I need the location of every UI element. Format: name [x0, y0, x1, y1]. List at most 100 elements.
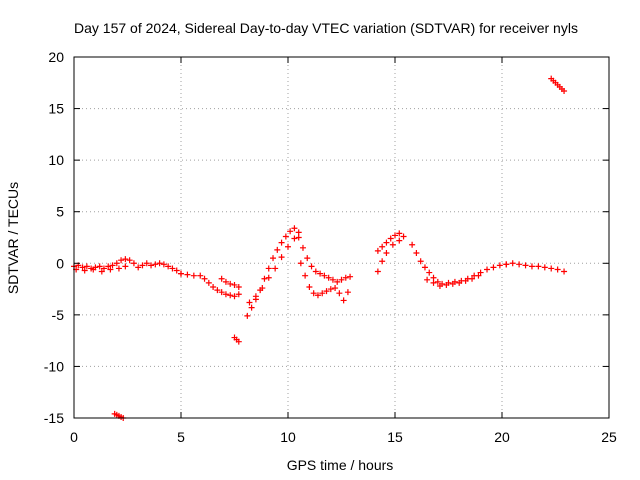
y-tick-label: -5 [52, 307, 65, 323]
series-seg-20-23 [503, 260, 568, 275]
data-point [490, 264, 497, 271]
data-point [105, 263, 112, 270]
data-point [156, 260, 163, 267]
data-point [295, 229, 302, 236]
series-seg-7-7.8 [218, 275, 242, 291]
series-outlier-22.5h [548, 75, 568, 95]
plot-frame [73, 56, 610, 419]
data-point [265, 274, 272, 281]
data-point [197, 272, 204, 279]
data-point [475, 272, 482, 279]
data-point [516, 261, 523, 268]
grid [74, 57, 609, 418]
data-point [107, 266, 114, 273]
data-point [302, 272, 309, 279]
data-point [178, 270, 184, 277]
data-point [135, 264, 142, 271]
data-point [291, 235, 298, 242]
data-point [285, 243, 291, 250]
data-point [152, 261, 159, 268]
data-point [396, 230, 403, 237]
data-point [314, 292, 321, 299]
x-axis-label: GPS time / hours [287, 457, 394, 473]
data-point [297, 260, 304, 267]
data-point [282, 233, 289, 240]
data-point [327, 286, 334, 293]
series-seg-16.5-19 [424, 272, 482, 289]
data-point [295, 234, 302, 241]
data-point [469, 275, 476, 282]
data-point [387, 235, 394, 242]
data-point [522, 262, 529, 269]
series-seg-2.5-5 [126, 257, 184, 277]
data-point [160, 261, 167, 268]
data-point [426, 269, 433, 276]
data-point [374, 268, 381, 275]
data-point [278, 239, 285, 246]
data-point [190, 272, 197, 279]
data-point [434, 278, 441, 285]
data-point [169, 265, 176, 272]
data-point [235, 291, 242, 298]
data-point [261, 275, 268, 282]
data-point [342, 274, 349, 281]
data-point [265, 265, 272, 272]
data-point [449, 280, 456, 287]
y-tick-label: 0 [56, 255, 64, 271]
data-point [436, 282, 443, 289]
data-point [126, 257, 133, 264]
data-point [122, 256, 129, 263]
data-point [218, 275, 225, 282]
y-tick-label: 10 [48, 152, 64, 168]
data-point [312, 268, 319, 275]
x-tick-label: 20 [494, 429, 510, 445]
x-tick-label: 10 [280, 429, 296, 445]
series-seg-10.3-13-low [297, 260, 351, 304]
data-point [509, 260, 516, 267]
data-point [115, 265, 122, 272]
data-point [299, 244, 306, 251]
data-point [272, 265, 279, 272]
data-point [430, 274, 437, 281]
data-point [96, 263, 103, 270]
data-point [98, 268, 105, 275]
data-point [173, 267, 180, 274]
data-point [396, 237, 403, 244]
data-point [291, 225, 298, 232]
data-point [252, 293, 259, 300]
y-tick-label: 20 [48, 49, 64, 65]
data-point [443, 281, 450, 288]
data-point [214, 287, 221, 294]
y-axis-label: SDTVAR / TECUs [5, 182, 21, 294]
data-point [227, 280, 234, 287]
data-point [165, 263, 172, 270]
data-point [109, 262, 116, 269]
data-point [122, 263, 129, 270]
data-point [484, 266, 491, 273]
x-tick-label: 25 [601, 429, 617, 445]
data-point [246, 299, 253, 306]
data-point [383, 239, 390, 246]
data-point [430, 279, 437, 286]
data-point [344, 289, 351, 296]
data-point [319, 290, 326, 297]
data-point [347, 273, 354, 280]
series-seg-8-10.3-up-b [246, 235, 298, 306]
data-point [244, 312, 251, 319]
data-point [308, 263, 315, 270]
data-point [541, 264, 548, 271]
data-point [83, 263, 90, 270]
data-point [329, 276, 336, 283]
y-tick-label: -10 [44, 358, 64, 374]
x-tick-label: 0 [70, 429, 78, 445]
series-seg-0-2.5 [71, 256, 129, 272]
data-point [235, 284, 242, 291]
data-points [71, 75, 568, 421]
data-point [325, 274, 332, 281]
y-tick-label: 15 [48, 101, 64, 117]
data-point [218, 289, 225, 296]
series-seg-8-10.3-up [244, 225, 302, 319]
data-point [413, 249, 420, 256]
data-point [222, 291, 229, 298]
data-point [379, 258, 386, 265]
